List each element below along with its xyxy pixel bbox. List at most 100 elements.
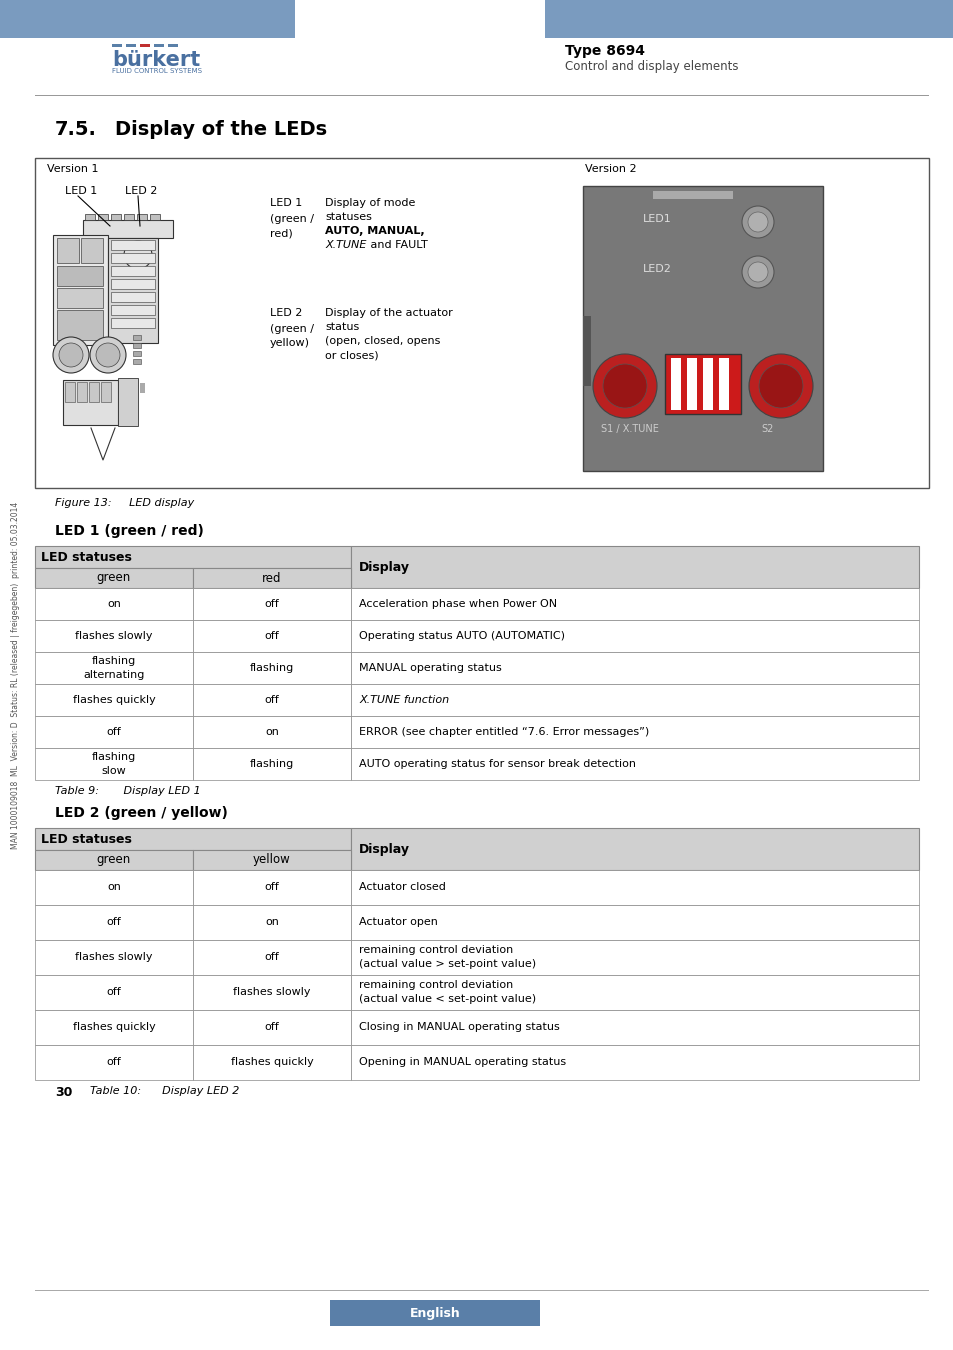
Text: flashes quickly: flashes quickly — [231, 1057, 313, 1066]
Bar — [83, 220, 172, 238]
Text: Table 9:       Display LED 1: Table 9: Display LED 1 — [55, 786, 200, 796]
Text: yellow: yellow — [253, 853, 291, 867]
Text: off: off — [107, 917, 121, 927]
Bar — [35, 1010, 193, 1045]
Bar — [330, 1300, 539, 1326]
Text: AUTO operating status for sensor break detection: AUTO operating status for sensor break d… — [358, 759, 636, 769]
Bar — [35, 975, 193, 1010]
Bar — [664, 354, 740, 414]
Bar — [35, 869, 193, 904]
Text: off: off — [264, 1022, 279, 1031]
Circle shape — [53, 338, 89, 373]
Text: LED2: LED2 — [642, 265, 671, 274]
Text: (green /: (green / — [270, 215, 314, 224]
Bar — [35, 748, 193, 780]
Text: on: on — [107, 882, 121, 892]
Bar — [89, 382, 99, 402]
Text: LED 1 (green / red): LED 1 (green / red) — [55, 524, 204, 539]
Bar — [351, 589, 918, 620]
Text: and FAULT: and FAULT — [367, 240, 427, 250]
Bar — [351, 828, 918, 869]
Bar — [101, 382, 111, 402]
Text: alternating: alternating — [83, 670, 145, 680]
Bar — [193, 748, 351, 780]
Bar — [719, 358, 728, 410]
Text: Acceleration phase when Power ON: Acceleration phase when Power ON — [358, 599, 557, 609]
Bar — [193, 904, 351, 940]
Bar — [124, 215, 133, 220]
Text: Display: Display — [358, 842, 410, 856]
Text: on: on — [265, 728, 278, 737]
Bar — [193, 869, 351, 904]
Circle shape — [59, 343, 83, 367]
Text: flashes quickly: flashes quickly — [72, 1022, 155, 1031]
Circle shape — [747, 262, 767, 282]
Circle shape — [741, 256, 773, 288]
Bar — [351, 684, 918, 716]
Bar — [351, 940, 918, 975]
Bar — [35, 620, 193, 652]
Bar — [193, 589, 351, 620]
Bar — [686, 358, 697, 410]
Text: red): red) — [270, 228, 293, 238]
Text: flashing: flashing — [250, 663, 294, 674]
Bar — [98, 215, 108, 220]
Circle shape — [90, 338, 126, 373]
Text: Control and display elements: Control and display elements — [564, 59, 738, 73]
Bar — [193, 652, 351, 684]
Text: off: off — [107, 987, 121, 998]
Bar — [35, 545, 351, 568]
Text: AUTO, MANUAL,: AUTO, MANUAL, — [325, 225, 424, 236]
Bar — [193, 975, 351, 1010]
Bar — [193, 568, 351, 589]
Bar — [57, 310, 103, 340]
Bar — [193, 684, 351, 716]
Circle shape — [747, 212, 767, 232]
Text: off: off — [264, 882, 279, 892]
Text: S2: S2 — [760, 424, 773, 433]
Text: (green /: (green / — [270, 324, 314, 333]
Text: ERROR (see chapter entitled “7.6. Error messages”): ERROR (see chapter entitled “7.6. Error … — [358, 728, 649, 737]
Bar — [193, 1045, 351, 1080]
Bar — [35, 940, 193, 975]
Text: Display of the actuator: Display of the actuator — [325, 308, 453, 319]
Bar — [351, 652, 918, 684]
Text: LED 2: LED 2 — [125, 186, 157, 196]
Text: Type 8694: Type 8694 — [564, 45, 644, 58]
Text: LED 2 (green / yellow): LED 2 (green / yellow) — [55, 806, 228, 819]
Bar — [351, 716, 918, 748]
Text: Version 2: Version 2 — [584, 163, 636, 174]
Bar — [132, 335, 141, 340]
Circle shape — [741, 207, 773, 238]
Text: bürkert: bürkert — [112, 50, 200, 70]
Bar — [351, 748, 918, 780]
Circle shape — [96, 343, 120, 367]
Text: flashing: flashing — [91, 752, 136, 761]
Text: statuses: statuses — [325, 212, 372, 221]
Bar — [118, 378, 138, 427]
Bar — [57, 288, 103, 308]
Bar — [63, 379, 118, 425]
Text: status: status — [325, 323, 359, 332]
Text: on: on — [107, 599, 121, 609]
Bar — [35, 589, 193, 620]
Text: flashes slowly: flashes slowly — [75, 952, 152, 963]
Bar — [351, 1045, 918, 1080]
Text: X.TUNE function: X.TUNE function — [358, 695, 449, 705]
Text: S1 / X.TUNE: S1 / X.TUNE — [600, 424, 659, 433]
Bar — [108, 238, 158, 343]
Bar — [193, 1010, 351, 1045]
Bar — [132, 351, 141, 356]
Bar — [351, 1010, 918, 1045]
Bar — [85, 215, 95, 220]
Bar — [111, 266, 154, 275]
Bar — [582, 316, 590, 386]
Text: 30: 30 — [55, 1085, 72, 1099]
Bar — [111, 292, 154, 302]
Bar — [193, 940, 351, 975]
Text: LED statuses: LED statuses — [41, 551, 132, 564]
Bar — [57, 238, 79, 263]
Text: on: on — [265, 917, 278, 927]
Bar — [132, 343, 141, 348]
Bar — [137, 215, 147, 220]
